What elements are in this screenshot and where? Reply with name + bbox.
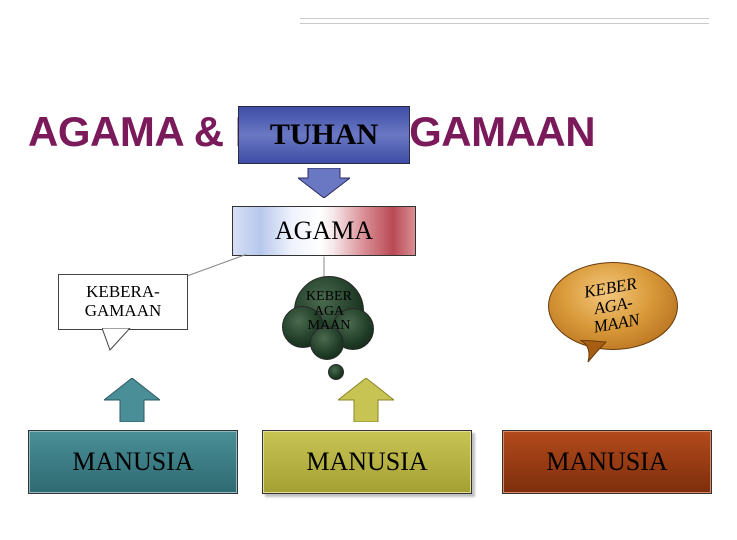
thought-cloud: KEBER AGA MAAN <box>286 272 372 358</box>
manusia-box-2: MANUSIA <box>262 430 472 494</box>
manusia-label: MANUSIA <box>72 447 193 477</box>
tuhan-plaque: TUHAN <box>238 106 410 164</box>
agama-label: AGAMA <box>275 216 373 246</box>
thought-cloud-text: KEBER AGA MAAN <box>286 290 372 334</box>
speech-left-tail-icon <box>102 328 136 352</box>
up-arrow-icon <box>338 378 394 422</box>
up-arrow-icon <box>104 378 160 422</box>
manusia-box-1: MANUSIA <box>28 430 238 494</box>
manusia-label: MANUSIA <box>546 447 667 477</box>
agama-box: AGAMA <box>232 206 416 256</box>
speech-oval: KEBER AGA- MAAN <box>548 262 678 350</box>
manusia-box-3: MANUSIA <box>502 430 712 494</box>
speech-oval-text: KEBER AGA- MAAN <box>582 275 643 337</box>
speech-left-text: KEBERA- GAMAAN <box>85 283 162 320</box>
down-arrow-icon <box>298 168 350 198</box>
speech-oval-tail-icon <box>578 340 608 364</box>
speech-left: KEBERA- GAMAAN <box>58 274 188 330</box>
tuhan-label: TUHAN <box>270 118 378 152</box>
header-divider <box>300 18 709 24</box>
manusia-label: MANUSIA <box>306 447 427 477</box>
